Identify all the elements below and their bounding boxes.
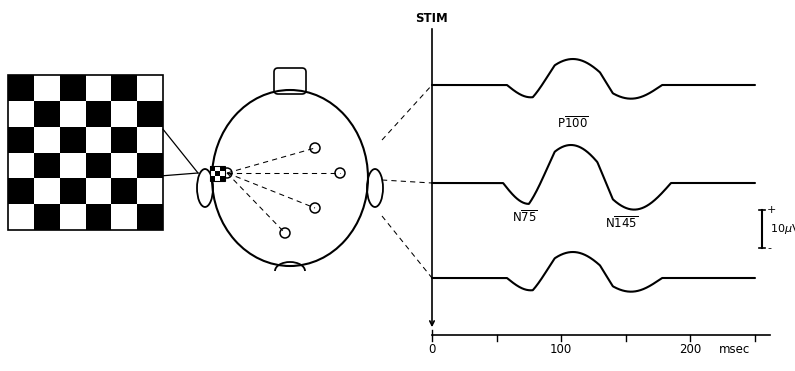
- Bar: [215, 171, 220, 176]
- Text: N$\overline{\mathregular{75}}$: N$\overline{\mathregular{75}}$: [512, 209, 538, 225]
- Bar: [111, 178, 138, 204]
- Text: P$\overline{\mathregular{100}}$: P$\overline{\mathregular{100}}$: [557, 115, 589, 131]
- Bar: [210, 166, 225, 181]
- Bar: [138, 101, 163, 127]
- Bar: [8, 204, 34, 230]
- Bar: [34, 204, 60, 230]
- Bar: [111, 127, 138, 152]
- Bar: [34, 101, 60, 127]
- Bar: [86, 178, 111, 204]
- Text: 200: 200: [679, 343, 701, 356]
- Bar: [138, 127, 163, 152]
- Bar: [111, 75, 138, 101]
- Bar: [60, 204, 86, 230]
- Bar: [210, 171, 215, 176]
- Bar: [111, 101, 138, 127]
- Bar: [86, 127, 111, 152]
- Bar: [8, 75, 34, 101]
- Text: +: +: [767, 205, 777, 215]
- Bar: [8, 101, 34, 127]
- Bar: [60, 75, 86, 101]
- Bar: [8, 152, 34, 178]
- Bar: [8, 75, 163, 230]
- Bar: [138, 178, 163, 204]
- Bar: [111, 152, 138, 178]
- Bar: [220, 176, 225, 181]
- Text: -: -: [767, 243, 771, 253]
- Bar: [210, 176, 215, 181]
- Bar: [210, 166, 215, 171]
- Bar: [138, 152, 163, 178]
- Bar: [60, 152, 86, 178]
- Bar: [34, 75, 60, 101]
- Bar: [8, 127, 34, 152]
- Text: 100: 100: [550, 343, 572, 356]
- Text: msec: msec: [719, 343, 750, 356]
- Bar: [34, 152, 60, 178]
- Bar: [215, 176, 220, 181]
- Text: 0: 0: [429, 343, 436, 356]
- Text: 10$\mu$V: 10$\mu$V: [770, 222, 795, 236]
- Bar: [86, 152, 111, 178]
- Bar: [215, 166, 220, 171]
- Bar: [60, 178, 86, 204]
- Bar: [86, 75, 111, 101]
- Text: STIM: STIM: [416, 12, 448, 25]
- Bar: [138, 75, 163, 101]
- Bar: [86, 101, 111, 127]
- Text: N$\overline{\mathregular{145}}$: N$\overline{\mathregular{145}}$: [605, 214, 638, 230]
- Bar: [34, 127, 60, 152]
- Bar: [34, 178, 60, 204]
- Bar: [60, 127, 86, 152]
- Bar: [220, 166, 225, 171]
- Bar: [111, 204, 138, 230]
- Bar: [8, 178, 34, 204]
- Bar: [138, 204, 163, 230]
- Bar: [86, 204, 111, 230]
- Bar: [60, 101, 86, 127]
- Bar: [220, 171, 225, 176]
